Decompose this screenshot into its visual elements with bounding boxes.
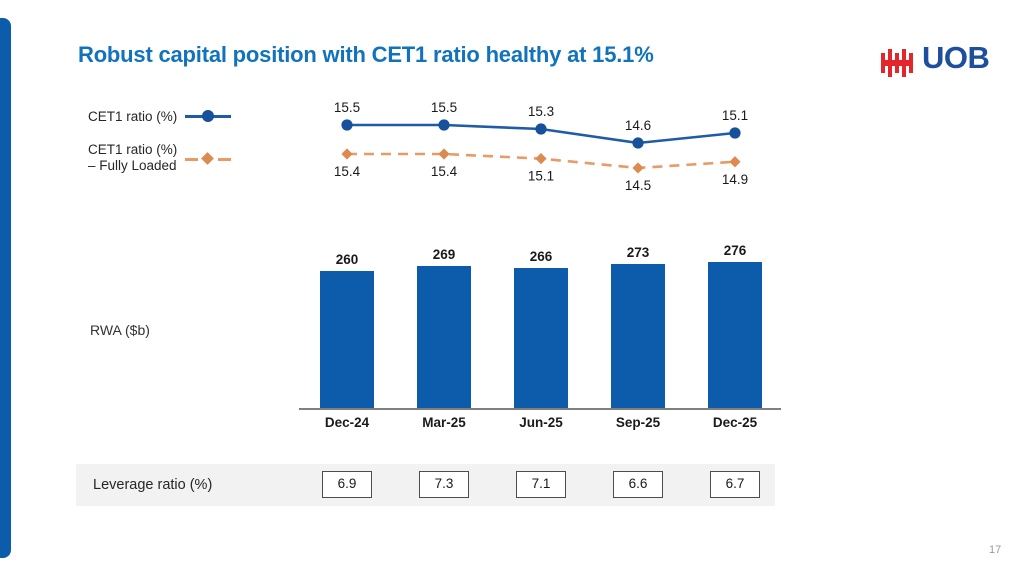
leverage-value-box: 6.9 <box>322 471 372 498</box>
data-point-label: 15.5 <box>431 100 457 115</box>
slide-title: Robust capital position with CET1 ratio … <box>78 42 654 67</box>
diamond-marker-icon <box>201 152 214 165</box>
legend-label-cet1: CET1 ratio (%) <box>88 109 178 124</box>
bar-chart-axis-title: RWA ($b) <box>90 322 150 338</box>
bar-value-label: 266 <box>529 249 553 264</box>
diamond-data-point <box>729 156 741 168</box>
category-label: Jun-25 <box>519 415 563 430</box>
legend-swatch-cet1 <box>185 110 231 122</box>
uob-logo-text: UOB <box>922 40 990 75</box>
bar-value-label: 273 <box>626 245 650 260</box>
cet1-ratio-line-chart: 15.5 15.5 15.3 14.6 15.1 15.4 15.4 15.1 14.5 14.9 <box>290 88 800 218</box>
line-chart-canvas: 15.5 15.5 15.3 14.6 15.1 15.4 15.4 15.1 14.5 14.9 <box>334 100 748 193</box>
circle-marker-icon <box>202 110 214 122</box>
data-point-label: 15.5 <box>334 100 360 115</box>
bar <box>514 268 568 408</box>
diamond-data-point <box>341 148 353 160</box>
bar <box>417 266 471 408</box>
rwa-bar-chart: 260 Dec-24 269 Mar-25 266 Jun-25 273 Sep-25 276 D… <box>290 243 800 440</box>
dashed-line-swatch <box>185 158 198 161</box>
bar <box>320 271 374 408</box>
legend-label-fully-loaded-line1: CET1 ratio (%) <box>88 142 178 157</box>
circle-data-point <box>341 119 353 131</box>
leverage-value-box: 7.3 <box>419 471 469 498</box>
data-point-label: 14.6 <box>625 118 651 133</box>
leverage-value-box: 6.7 <box>710 471 760 498</box>
legend-label-fully-loaded: CET1 ratio (%) – Fully Loaded <box>88 142 177 174</box>
category-label: Sep-25 <box>615 415 661 430</box>
circle-data-point <box>535 123 547 135</box>
data-point-label: 15.4 <box>334 164 361 179</box>
diamond-data-point <box>632 162 644 174</box>
circle-data-point <box>729 127 741 139</box>
uob-logo: UOB <box>881 40 1013 80</box>
bar-value-label: 260 <box>335 252 359 267</box>
diamond-data-point <box>535 153 547 165</box>
diamond-data-point <box>438 148 450 160</box>
left-accent-bar <box>0 18 11 558</box>
x-axis-line <box>299 408 781 410</box>
circle-data-point <box>438 119 450 131</box>
legend-label-fully-loaded-line2: – Fully Loaded <box>88 158 177 173</box>
data-point-label: 14.9 <box>722 172 748 187</box>
category-label: Dec-25 <box>712 415 758 430</box>
leverage-value-box: 6.6 <box>613 471 663 498</box>
dashed-line-swatch <box>218 158 231 161</box>
data-point-label: 15.3 <box>528 104 554 119</box>
leverage-value-box: 7.1 <box>516 471 566 498</box>
circle-data-point <box>632 137 644 149</box>
uob-logo-icon <box>881 49 913 77</box>
bar <box>708 262 762 408</box>
data-point-label: 15.1 <box>722 108 748 123</box>
data-point-label: 15.1 <box>528 169 554 184</box>
category-label: Mar-25 <box>422 415 466 430</box>
data-point-label: 14.5 <box>625 178 651 193</box>
category-label: Dec-24 <box>324 415 370 430</box>
bar-value-label: 269 <box>432 247 456 262</box>
bar <box>611 264 665 408</box>
leverage-ratio-row: Leverage ratio (%) 6.9 7.3 7.1 6.6 6.7 <box>76 464 775 506</box>
data-point-label: 15.4 <box>431 164 458 179</box>
legend-swatch-fully-loaded <box>185 152 231 165</box>
leverage-ratio-label: Leverage ratio (%) <box>93 477 213 493</box>
page-number: 17 <box>989 544 1002 556</box>
bar-value-label: 276 <box>723 243 747 258</box>
